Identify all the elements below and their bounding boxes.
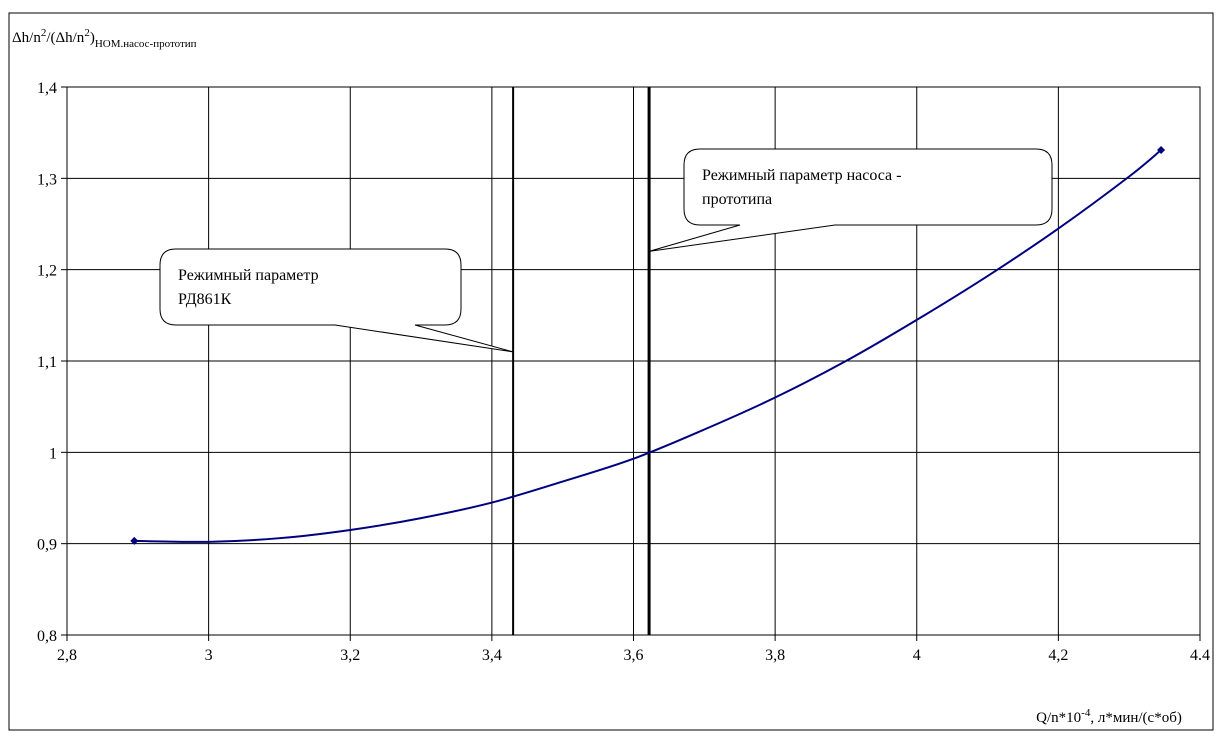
callouts: Режимный параметр РД861К Режимный параметр… [159, 148, 1053, 353]
x-tick-label: 4 [913, 647, 921, 664]
x-tick-label: 3,2 [340, 647, 360, 664]
series-line [134, 149, 1162, 543]
x-axis-title: Q/n*10-4, л*мин/(с*об) [1036, 707, 1182, 726]
x-tick-label: 3,8 [765, 647, 785, 664]
vertical-lines [512, 87, 651, 635]
x-tick-label: 3 [205, 647, 213, 664]
callout-text: Режимный параметр насоса - [702, 167, 901, 184]
callout-text: РД861К [178, 291, 232, 308]
y-tick-label: 0,9 [37, 537, 57, 554]
x-tick-label: 3,6 [624, 647, 644, 664]
data-point-marker [130, 536, 139, 545]
figure-border [8, 12, 1214, 731]
y-tick-label: 1,3 [37, 171, 57, 188]
y-tick-label: 0,8 [37, 628, 57, 645]
data-point-marker [1157, 146, 1166, 155]
x-tick-label: 2,8 [57, 647, 77, 664]
x-tick-label: 4.4 [1190, 647, 1210, 664]
callout-text: Режимный параметр [178, 267, 319, 284]
x-tick-label: 3,4 [482, 647, 502, 664]
y-tick-labels: 0,8 0,9 1 1,1 1,2 1,3 1,4 [37, 80, 67, 645]
y-axis-title: Δh/n2/(Δh/n2)НОМ.насос-прототип [12, 27, 197, 50]
x-tick-labels: 2,8 3 3,2 3,4 3,6 3,8 4 4,2 4.4 [57, 635, 1210, 664]
series-layer [130, 146, 1166, 545]
callout-bubble [159, 248, 514, 353]
callout-bubble [648, 148, 1053, 252]
callout-text: прототипа [702, 191, 772, 208]
y-tick-label: 1,2 [37, 263, 57, 280]
y-tick-label: 1,1 [37, 354, 57, 371]
x-tick-label: 4,2 [1048, 647, 1068, 664]
y-tick-label: 1,4 [37, 80, 57, 97]
y-tick-label: 1 [49, 445, 57, 462]
